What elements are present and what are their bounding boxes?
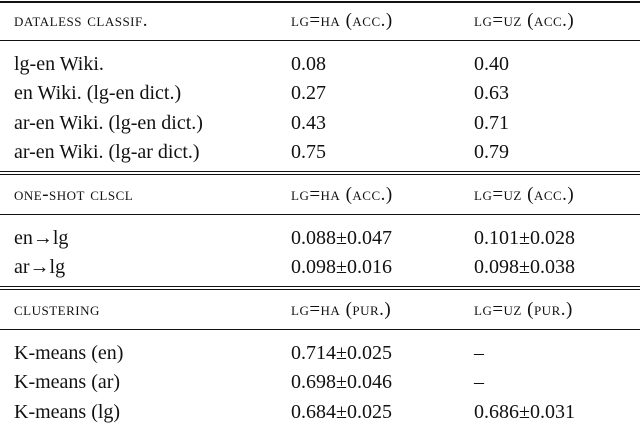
table-rule — [0, 286, 640, 287]
table-cell: ar-en Wiki. (lg-ar dict.) — [14, 141, 200, 164]
table-cell: 0.75 — [291, 141, 326, 164]
table-cell: 0.27 — [291, 82, 326, 105]
table-cell: 0.79 — [474, 141, 509, 164]
table-cell: 0.714±0.025 — [291, 341, 392, 364]
table-rule — [0, 174, 640, 175]
table-cell: – — [474, 371, 484, 394]
table-cell: 0.101±0.028 — [474, 226, 575, 249]
table-cell: 0.08 — [291, 52, 326, 75]
table-cell: 0.686±0.031 — [474, 400, 575, 423]
table-cell: 0.088±0.047 — [291, 226, 392, 249]
table-cell: K-means (en) — [14, 341, 124, 364]
table-cell: 0.684±0.025 — [291, 400, 392, 423]
column-header: clustering — [14, 299, 100, 320]
table-cell: 0.71 — [474, 111, 509, 134]
table-rule — [0, 171, 640, 172]
column-header: lg=ha (acc.) — [291, 10, 393, 31]
table-cell: K-means (lg) — [14, 400, 121, 423]
column-header: one-shot clscl — [14, 184, 134, 205]
column-header: lg=uz (pur.) — [474, 299, 573, 320]
table-cell: 0.63 — [474, 82, 509, 105]
table-cell: 0.40 — [474, 52, 509, 75]
table-rule — [0, 40, 640, 41]
table-cell: 0.698±0.046 — [291, 371, 392, 394]
table-cell: lg-en Wiki. — [14, 52, 104, 75]
table-rule — [0, 214, 640, 215]
table-rule — [0, 329, 640, 330]
table-cell: – — [474, 341, 484, 364]
column-header: lg=ha (pur.) — [291, 299, 392, 320]
table-cell: 0.098±0.038 — [474, 256, 575, 279]
table-cell: K-means (ar) — [14, 371, 121, 394]
table-cell: ar→lg — [14, 256, 66, 279]
column-header: lg=uz (acc.) — [474, 184, 575, 205]
table-cell: en→lg — [14, 226, 69, 249]
column-header: lg=uz (acc.) — [474, 10, 575, 31]
table-cell: en Wiki. (lg-en dict.) — [14, 82, 182, 105]
table-rule — [0, 289, 640, 290]
table-rule — [0, 1, 640, 3]
table-cell: 0.43 — [291, 111, 326, 134]
table-cell: ar-en Wiki. (lg-en dict.) — [14, 111, 203, 134]
table-cell: 0.098±0.016 — [291, 256, 392, 279]
column-header: dataless classif. — [14, 10, 148, 31]
column-header: lg=ha (acc.) — [291, 184, 393, 205]
